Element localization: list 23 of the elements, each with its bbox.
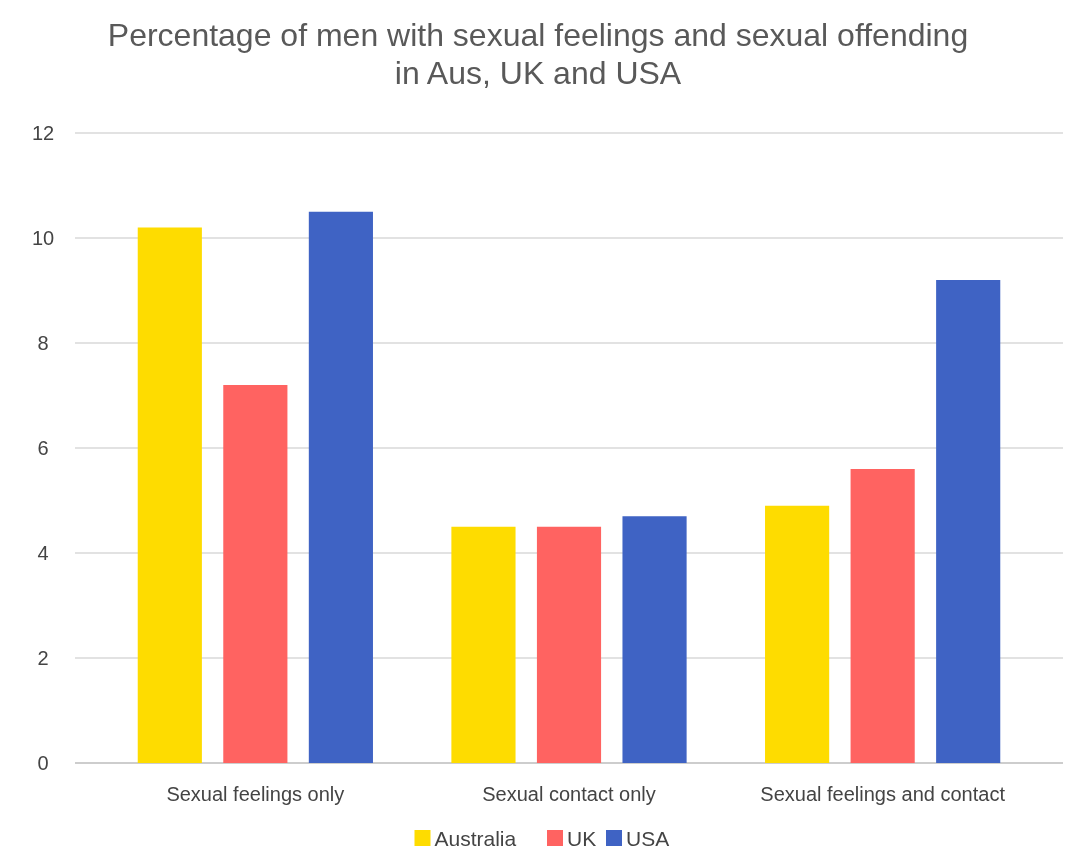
y-tick-label: 8 <box>37 332 49 354</box>
bar <box>936 280 1001 763</box>
bar <box>622 516 687 763</box>
legend-label: UK <box>567 827 597 850</box>
legend-label: Australia <box>434 827 517 850</box>
y-tick-label: 2 <box>37 647 49 669</box>
y-tick-label: 4 <box>37 542 49 564</box>
bar <box>223 385 288 763</box>
legend-label: USA <box>626 827 670 850</box>
bar <box>451 526 516 763</box>
bar <box>765 505 830 763</box>
y-tick-label: 0 <box>37 752 49 774</box>
x-tick-label: Sexual feelings and contact <box>760 783 1006 805</box>
bar <box>536 526 602 763</box>
bar <box>850 469 915 763</box>
y-tick-label: 6 <box>37 437 49 459</box>
bar <box>308 211 373 763</box>
bar <box>137 227 202 763</box>
y-tick-label: 10 <box>31 227 55 249</box>
x-tick-label: Sexual feelings only <box>166 783 345 805</box>
chart-title: Percentage of men with sexual feelings and sexual offending in Aus, UK and USA <box>107 17 969 91</box>
y-tick-label: 12 <box>31 122 55 144</box>
x-tick-label: Sexual contact only <box>482 783 656 805</box>
